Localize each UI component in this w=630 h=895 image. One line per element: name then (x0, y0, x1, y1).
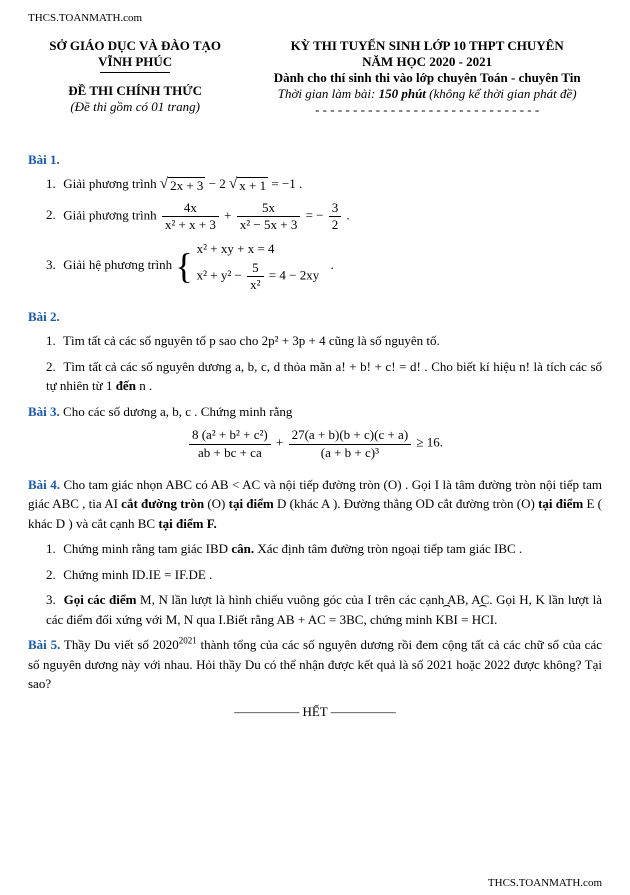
q-text: . (347, 207, 350, 222)
q-text: Thầy Du viết số 2020 (64, 637, 179, 652)
section-bai1: Bài 1. (28, 152, 602, 168)
item-number: 2. (46, 357, 60, 377)
q-text: Xác định tâm đường tròn ngoại tiếp tam g… (254, 541, 522, 556)
item-number: 3. (46, 255, 60, 275)
q-text: Chứng minh ID.IE = IF.DE . (63, 567, 212, 582)
q-text-bold: cân. (231, 541, 254, 556)
q-text: Cho các số dương a, b, c . Chứng minh rằ… (63, 404, 292, 419)
item-number: 2. (46, 565, 60, 585)
section-bai3: Bài 3. (28, 404, 60, 419)
q-text: ≥ 16. (416, 435, 443, 450)
q-text: D (khác A ). Đường thẳng OD cắt đường tr… (274, 496, 538, 511)
equation-system: { x² + xy + x = 4 x² + y² − 5x² = 4 − 2x… (175, 239, 319, 293)
b1-q1: 1. Giải phương trình √2x + 3 − 2 √x + 1 … (46, 174, 602, 194)
sqrt-expr: √2x + 3 (160, 177, 206, 194)
q-text-bold: tại điểm (538, 496, 583, 511)
q-text-bold: tại điểm F. (158, 516, 216, 531)
exam-duration: Thời gian làm bài: 150 phút (không kể th… (252, 86, 602, 102)
q-text: + (276, 435, 287, 450)
b4-q3: 3. Gọi các điểm M, N lần lượt là hình ch… (46, 590, 602, 629)
q-text: Giải phương trình (63, 207, 160, 222)
case-line: = 4 − 2xy (269, 268, 319, 283)
official-label: ĐỀ THI CHÍNH THỨC (28, 83, 242, 99)
bottom-url: THCS.TOANMATH.com (488, 877, 602, 889)
q-text: + (224, 207, 235, 222)
exam-page: THCS.TOANMATH.com SỞ GIÁO DỤC VÀ ĐÀO TẠO… (0, 0, 630, 895)
het-text: HẾT (302, 704, 327, 719)
b2-q1: 1. Tìm tất cả các số nguyên tố p sao cho… (46, 331, 602, 351)
header-left: SỞ GIÁO DỤC VÀ ĐÀO TẠO VĨNH PHÚC ĐỀ THI … (28, 38, 242, 118)
b5: Bài 5. Thầy Du viết số 20202021 thành tổ… (28, 635, 602, 694)
q-text-bold: Gọi các điểm (64, 592, 137, 607)
header-right: KỲ THI TUYỂN SINH LỚP 10 THPT CHUYÊN NĂM… (252, 38, 602, 118)
q-text: Tìm tất cả các số nguyên tố p sao cho 2p… (63, 333, 440, 348)
angle-hat: HCI (472, 610, 494, 630)
fraction: 8 (a² + b² + c²)ab + bc + ca (189, 427, 271, 461)
q-text-bold: cắt đường tròn (121, 496, 204, 511)
q-text: . (330, 257, 333, 272)
sqrt-expr: √x + 1 (229, 177, 268, 194)
angle-hat: KBI (436, 610, 458, 630)
item-number: 1. (46, 174, 60, 194)
exponent: 2021 (179, 636, 197, 646)
item-number: 1. (46, 539, 60, 559)
q-text-bold: đến (116, 378, 136, 393)
fraction: 5x² (247, 260, 263, 294)
b4-intro: Bài 4. Cho tam giác nhọn ABC có AB < AC … (28, 475, 602, 534)
exam-title-1: KỲ THI TUYỂN SINH LỚP 10 THPT CHUYÊN (252, 38, 602, 54)
header: SỞ GIÁO DỤC VÀ ĐÀO TẠO VĨNH PHÚC ĐỀ THI … (28, 38, 602, 118)
q-text: = (458, 612, 472, 627)
section-bai4: Bài 4. (28, 477, 60, 492)
q-text: Chứng minh rằng tam giác IBD (63, 541, 231, 556)
section-bai5: Bài 5. (28, 637, 60, 652)
duration-suffix: (không kể thời gian phát đề) (426, 86, 577, 101)
item-number: 2. (46, 205, 60, 225)
item-number: 3. (46, 590, 60, 610)
q-text-bold: tại điểm (229, 496, 274, 511)
dept-rule (100, 72, 170, 73)
end-marker: ————— HẾT ————— (28, 704, 602, 720)
q-text: (O) (204, 496, 229, 511)
b3-formula: 8 (a² + b² + c²)ab + bc + ca + 27(a + b)… (28, 427, 602, 461)
fraction: 5xx² − 5x + 3 (237, 200, 301, 234)
exam-target: Dành cho thí sinh thi vào lớp chuyên Toá… (252, 70, 602, 86)
page-count-note: (Đề thi gồm có 01 trang) (28, 99, 242, 115)
b2-q2: 2. Tìm tất cả các số nguyên dương a, b, … (46, 357, 602, 396)
fraction: 27(a + b)(b + c)(c + a)(a + b + c)³ (289, 427, 412, 461)
section-bai2: Bài 2. (28, 309, 602, 325)
fraction: 32 (329, 200, 342, 234)
q-text: = − (306, 207, 324, 222)
item-number: 1. (46, 331, 60, 351)
dept-line1: SỞ GIÁO DỤC VÀ ĐÀO TẠO (28, 38, 242, 54)
q-text: n . (136, 378, 152, 393)
header-dashes: - - - - - - - - - - - - - - - - - - - - … (252, 102, 602, 118)
case-line: x² + y² − (197, 268, 245, 283)
b1-q2: 2. Giải phương trình 4xx² + x + 3 + 5xx²… (46, 200, 602, 234)
case-line: x² + xy + x = 4 (197, 241, 275, 256)
fraction: 4xx² + x + 3 (162, 200, 219, 234)
duration-prefix: Thời gian làm bài: (278, 86, 379, 101)
q-text: . (494, 612, 497, 627)
q-text: Giải hệ phương trình (63, 257, 175, 272)
q-text: Giải phương trình (63, 176, 160, 191)
exam-title-2: NĂM HỌC 2020 - 2021 (252, 54, 602, 70)
b3: Bài 3. Cho các số dương a, b, c . Chứng … (28, 402, 602, 422)
b4-q2: 2. Chứng minh ID.IE = IF.DE . (46, 565, 602, 585)
b1-q3: 3. Giải hệ phương trình { x² + xy + x = … (46, 239, 602, 293)
b4-q1: 1. Chứng minh rằng tam giác IBD cân. Xác… (46, 539, 602, 559)
q-text: − 2 (209, 176, 226, 191)
q-text: = −1 . (271, 176, 302, 191)
dept-line2: VĨNH PHÚC (28, 54, 242, 70)
top-url: THCS.TOANMATH.com (28, 12, 602, 24)
duration-value: 150 phút (379, 86, 426, 101)
